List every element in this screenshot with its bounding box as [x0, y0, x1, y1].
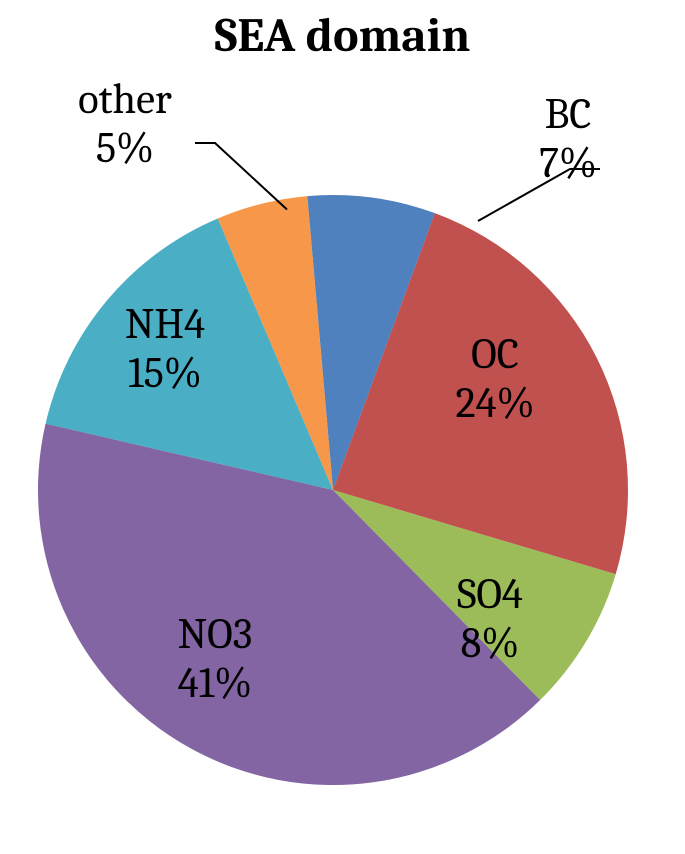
label-oc: OC 24%: [455, 330, 534, 428]
label-nh4: NH4 15%: [125, 300, 205, 398]
label-no3: NO3 41%: [178, 610, 253, 708]
chart-container: SEA domain BC 7%OC 24%SO4 8%NO3 41%NH4 1…: [0, 0, 685, 854]
pie-slices: [38, 195, 628, 785]
leader-other: [195, 143, 287, 210]
label-so4: SO4 8%: [457, 570, 523, 668]
label-bc: BC 7%: [539, 90, 597, 188]
label-other: other 5%: [78, 75, 172, 173]
